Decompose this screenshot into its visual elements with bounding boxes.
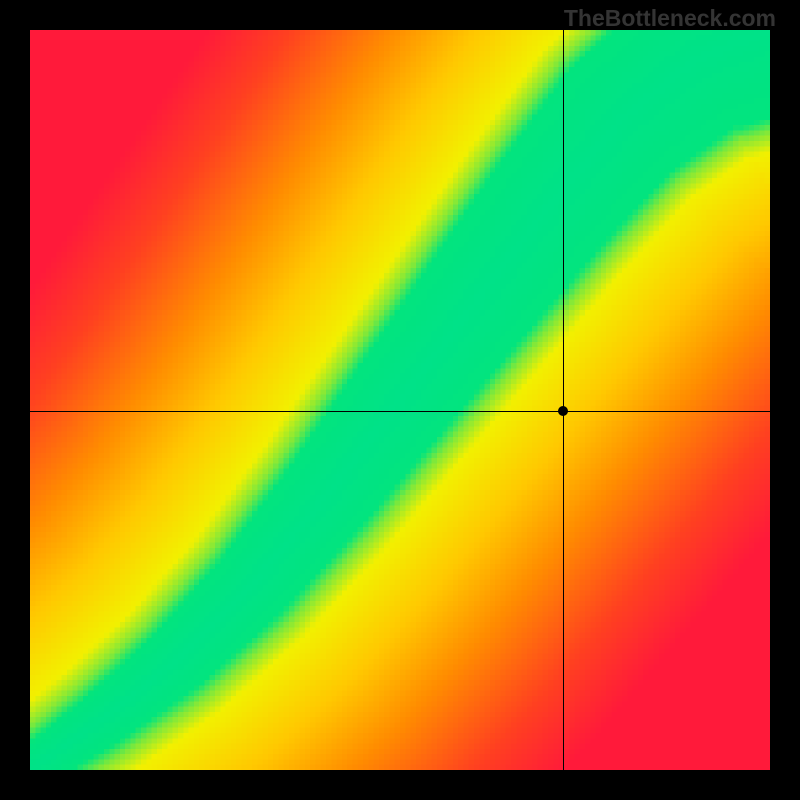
crosshair-horizontal [30,411,770,412]
watermark-text: TheBottleneck.com [564,5,776,32]
crosshair-vertical [563,30,564,770]
heatmap-plot [30,30,770,770]
crosshair-dot [558,406,568,416]
heatmap-canvas [30,30,770,770]
